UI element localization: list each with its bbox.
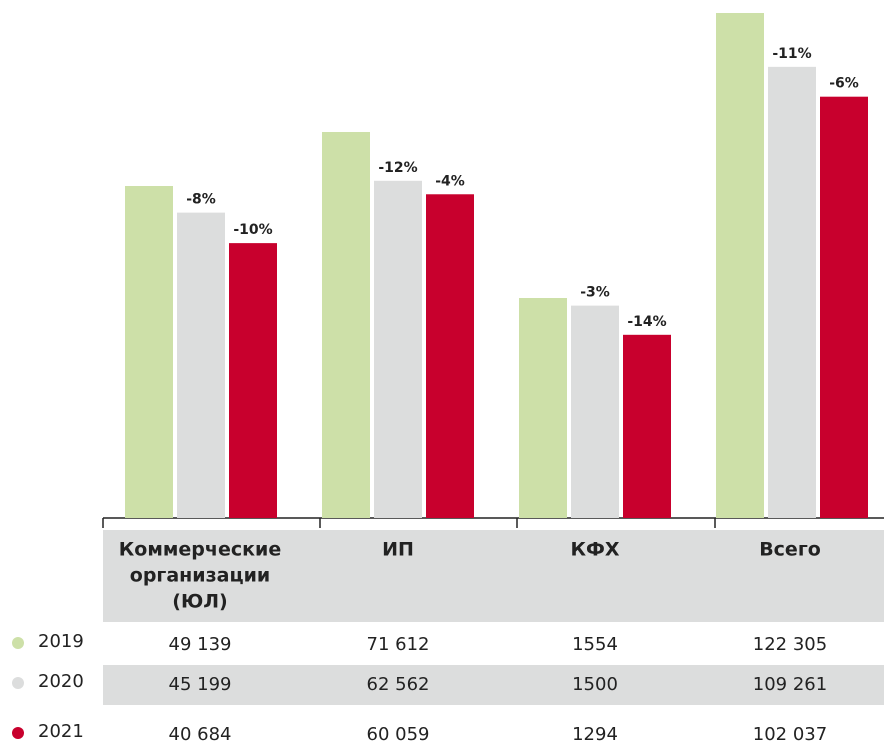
bar	[125, 186, 173, 518]
table-cell: 60 059	[367, 724, 430, 745]
table-cell: 49 139	[169, 634, 232, 655]
bar	[768, 66, 816, 519]
table-cell: 122 305	[753, 634, 827, 655]
change-label: -4%	[435, 173, 465, 189]
change-label: -3%	[580, 285, 610, 301]
bar	[820, 96, 868, 518]
bar	[426, 194, 474, 518]
bar	[322, 132, 370, 518]
change-label: -8%	[186, 192, 216, 208]
table-cell: 1554	[572, 634, 618, 655]
category-label: организации	[130, 565, 270, 587]
bar	[519, 298, 567, 518]
category-label: (ЮЛ)	[172, 591, 227, 613]
table-cell: 102 037	[753, 724, 827, 745]
table-row-band	[103, 665, 884, 705]
legend-label: 2020	[38, 671, 84, 692]
bar	[623, 334, 671, 518]
category-label: Всего	[759, 539, 821, 561]
table-cell: 1500	[572, 674, 618, 695]
table-cell: 45 199	[169, 674, 232, 695]
change-label: -6%	[829, 76, 859, 92]
category-label: Коммерческие	[119, 539, 281, 561]
bar	[571, 305, 619, 518]
legend-marker	[12, 677, 24, 689]
change-label: -10%	[233, 222, 272, 238]
bar	[229, 243, 277, 519]
table-cell: 109 261	[753, 674, 827, 695]
table-cell: 1294	[572, 724, 618, 745]
legend-label: 2019	[38, 631, 84, 652]
change-label: -14%	[627, 314, 666, 330]
category-label: КФХ	[570, 539, 619, 561]
legend-marker	[12, 727, 24, 739]
table-cell: 40 684	[169, 724, 232, 745]
table-cell: 71 612	[367, 634, 430, 655]
bar	[177, 212, 225, 518]
legend-marker	[12, 637, 24, 649]
change-label: -11%	[772, 46, 811, 62]
change-label: -12%	[378, 160, 417, 176]
table-header	[103, 530, 884, 622]
bar	[716, 13, 764, 518]
table-cell: 62 562	[367, 674, 430, 695]
category-label: ИП	[382, 539, 414, 561]
bar	[374, 180, 422, 518]
legend-label: 2021	[38, 721, 84, 742]
